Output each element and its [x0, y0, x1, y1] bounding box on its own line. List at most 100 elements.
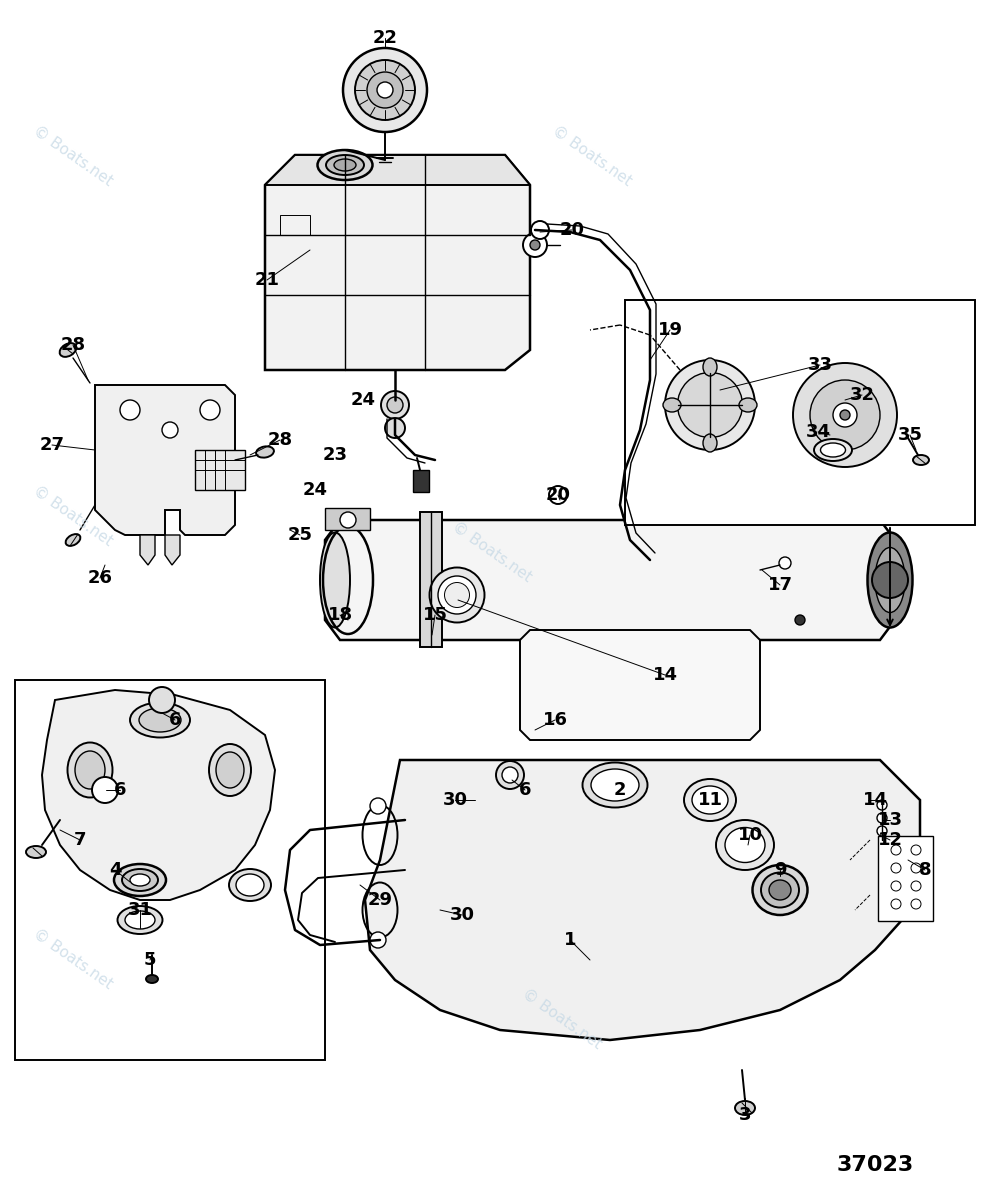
Polygon shape [520, 629, 760, 740]
Circle shape [779, 558, 791, 570]
Ellipse shape [716, 820, 774, 870]
Ellipse shape [60, 343, 77, 357]
Circle shape [162, 422, 178, 438]
Text: 29: 29 [367, 891, 392, 909]
Circle shape [370, 932, 386, 948]
Text: 6: 6 [169, 711, 182, 729]
Circle shape [531, 221, 549, 239]
Polygon shape [140, 535, 155, 565]
Circle shape [343, 48, 427, 132]
Ellipse shape [663, 398, 681, 412]
Text: 28: 28 [61, 336, 86, 354]
Circle shape [891, 881, 901, 891]
Text: 12: 12 [877, 831, 902, 849]
Text: 15: 15 [422, 605, 447, 623]
Polygon shape [42, 689, 275, 900]
Text: 23: 23 [322, 446, 347, 464]
Ellipse shape [678, 373, 743, 438]
Circle shape [149, 687, 175, 713]
Circle shape [385, 418, 405, 438]
Circle shape [120, 400, 140, 420]
Ellipse shape [665, 360, 755, 450]
Text: 35: 35 [897, 426, 922, 444]
Ellipse shape [820, 442, 845, 457]
Ellipse shape [735, 1101, 755, 1115]
Circle shape [911, 899, 921, 909]
Circle shape [92, 777, 118, 803]
Circle shape [370, 799, 386, 814]
Circle shape [200, 400, 220, 420]
Text: © Boats.net: © Boats.net [549, 123, 634, 188]
Text: 25: 25 [287, 526, 312, 544]
Circle shape [355, 60, 415, 120]
Polygon shape [265, 155, 530, 370]
Ellipse shape [429, 567, 484, 622]
Ellipse shape [118, 906, 163, 934]
Text: 11: 11 [698, 791, 723, 809]
Text: 33: 33 [807, 356, 832, 374]
Bar [325, 508, 370, 530]
Bar [15, 680, 325, 1060]
Text: 31: 31 [128, 900, 153, 918]
Text: 6: 6 [114, 781, 127, 799]
Circle shape [877, 813, 887, 823]
Circle shape [381, 391, 409, 418]
Bar [195, 450, 245, 490]
Ellipse shape [761, 873, 799, 908]
Ellipse shape [68, 742, 113, 797]
Bar [878, 836, 933, 921]
Text: 10: 10 [738, 826, 762, 844]
Text: 7: 7 [74, 831, 86, 849]
Ellipse shape [130, 703, 190, 737]
Text: 14: 14 [653, 665, 678, 683]
Circle shape [810, 380, 880, 450]
Text: © Boats.net: © Boats.net [519, 987, 604, 1052]
Bar [625, 300, 975, 525]
Circle shape [530, 240, 540, 251]
Circle shape [502, 767, 518, 783]
Ellipse shape [216, 752, 244, 788]
Text: © Boats.net: © Boats.net [449, 519, 534, 584]
Ellipse shape [229, 869, 271, 900]
Ellipse shape [236, 874, 264, 896]
Ellipse shape [122, 869, 158, 891]
Polygon shape [165, 535, 180, 565]
Text: 30: 30 [449, 906, 474, 924]
Ellipse shape [317, 150, 372, 180]
Circle shape [793, 363, 897, 466]
Text: © Boats.net: © Boats.net [30, 927, 115, 992]
Text: 3: 3 [739, 1105, 751, 1123]
Circle shape [872, 562, 908, 598]
Circle shape [911, 863, 921, 873]
Text: 32: 32 [849, 386, 874, 404]
Polygon shape [325, 520, 895, 640]
Circle shape [891, 899, 901, 909]
Ellipse shape [320, 532, 350, 627]
Circle shape [911, 845, 921, 855]
Text: 17: 17 [767, 576, 792, 594]
Circle shape [891, 863, 901, 873]
Ellipse shape [114, 864, 166, 896]
Ellipse shape [867, 532, 912, 627]
Ellipse shape [444, 583, 469, 608]
Circle shape [877, 800, 887, 811]
Text: 21: 21 [254, 271, 279, 289]
Circle shape [549, 486, 567, 504]
Circle shape [877, 826, 887, 836]
Text: 5: 5 [144, 951, 157, 969]
Circle shape [387, 397, 403, 412]
Text: 30: 30 [442, 791, 467, 809]
Polygon shape [95, 385, 235, 535]
Text: 37023: 37023 [836, 1155, 913, 1175]
Ellipse shape [125, 911, 155, 929]
Text: 20: 20 [546, 486, 571, 504]
Ellipse shape [703, 434, 717, 452]
Ellipse shape [438, 576, 476, 614]
Text: 22: 22 [372, 29, 397, 47]
Text: 24: 24 [302, 481, 327, 499]
Circle shape [367, 72, 403, 108]
Ellipse shape [130, 874, 150, 886]
Ellipse shape [591, 769, 639, 801]
Ellipse shape [334, 159, 356, 171]
Text: 27: 27 [40, 436, 65, 454]
